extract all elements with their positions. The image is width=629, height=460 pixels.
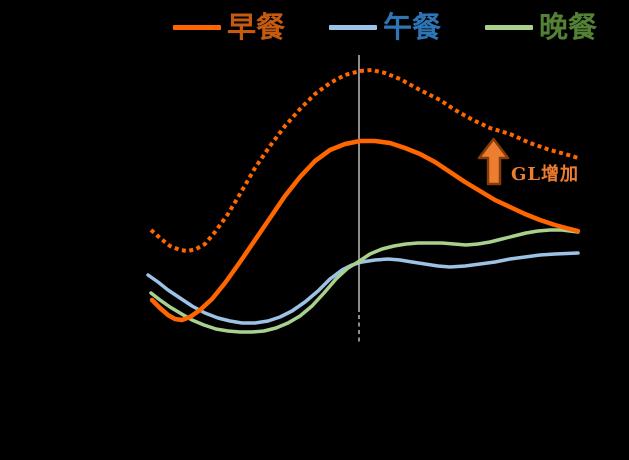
series-line-breakfast [149,138,581,323]
gl-increase-annotation: GL增加 [511,164,580,185]
dinner-line-swatch-icon [485,24,534,30]
legend-item-breakfast: 早餐 [173,9,285,45]
legend: 早餐 午餐 晚餐 [173,9,597,45]
legend-label-dinner: 晚餐 [539,10,598,44]
gl-increase-arrow-icon [477,137,510,186]
legend-item-dinner: 晚餐 [485,9,597,45]
legend-label-breakfast: 早餐 [227,10,286,44]
series-line-lunch [146,251,580,325]
breakfast-line-swatch-icon [173,24,221,30]
series-line-dinner [149,228,580,334]
legend-label-lunch: 午餐 [383,10,442,44]
legend-item-lunch: 午餐 [329,9,441,45]
lunch-line-swatch-icon [329,24,378,30]
series-line-breakfast-high-gl-dotted [149,68,579,253]
